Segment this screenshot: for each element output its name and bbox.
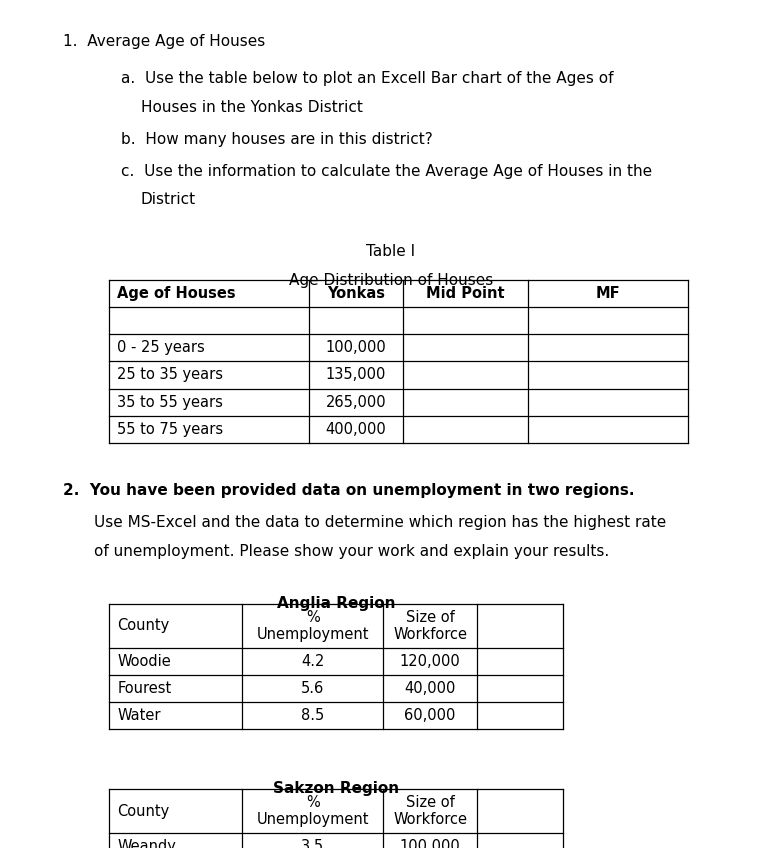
Text: 100,000: 100,000	[325, 340, 386, 355]
Text: Weandy: Weandy	[117, 839, 176, 848]
Text: Yonkas: Yonkas	[327, 286, 385, 301]
Text: Mid Point: Mid Point	[426, 286, 504, 301]
Text: Anglia Region: Anglia Region	[277, 595, 396, 611]
Text: 4.2: 4.2	[301, 654, 325, 668]
Text: Size of
Workforce: Size of Workforce	[393, 610, 467, 642]
Text: 60,000: 60,000	[404, 708, 456, 722]
Text: %
Unemployment: % Unemployment	[256, 795, 369, 828]
Text: 120,000: 120,000	[400, 654, 461, 668]
Text: Size of
Workforce: Size of Workforce	[393, 795, 467, 828]
Text: District: District	[141, 192, 196, 208]
Text: MF: MF	[596, 286, 620, 301]
Text: 40,000: 40,000	[404, 681, 456, 695]
Text: 135,000: 135,000	[325, 367, 386, 382]
Text: Fourest: Fourest	[117, 681, 171, 695]
Text: 0 - 25 years: 0 - 25 years	[117, 340, 205, 355]
Text: Age of Houses: Age of Houses	[117, 286, 236, 301]
Text: Woodie: Woodie	[117, 654, 171, 668]
Text: 3.5: 3.5	[301, 839, 325, 848]
Text: Houses in the Yonkas District: Houses in the Yonkas District	[141, 100, 363, 115]
Text: of unemployment. Please show your work and explain your results.: of unemployment. Please show your work a…	[94, 544, 609, 559]
Text: Sakzon Region: Sakzon Region	[273, 781, 400, 795]
Text: Age Distribution of Houses: Age Distribution of Houses	[289, 273, 493, 288]
Text: Water: Water	[117, 708, 161, 722]
Text: Table I: Table I	[367, 244, 415, 259]
Text: County: County	[117, 804, 170, 818]
Text: County: County	[117, 618, 170, 633]
Text: 2.  You have been provided data on unemployment in two regions.: 2. You have been provided data on unempl…	[63, 483, 634, 498]
Text: 400,000: 400,000	[325, 421, 386, 437]
Text: 35 to 55 years: 35 to 55 years	[117, 394, 223, 410]
Text: a.  Use the table below to plot an Excell Bar chart of the Ages of: a. Use the table below to plot an Excell…	[121, 71, 614, 86]
Text: c.  Use the information to calculate the Average Age of Houses in the: c. Use the information to calculate the …	[121, 164, 652, 179]
Text: b.  How many houses are in this district?: b. How many houses are in this district?	[121, 132, 433, 147]
Text: 1.  Average Age of Houses: 1. Average Age of Houses	[63, 34, 265, 49]
Text: 25 to 35 years: 25 to 35 years	[117, 367, 224, 382]
Text: 100,000: 100,000	[400, 839, 461, 848]
Text: 265,000: 265,000	[325, 394, 386, 410]
Text: Use MS-Excel and the data to determine which region has the highest rate: Use MS-Excel and the data to determine w…	[94, 515, 666, 530]
Text: 5.6: 5.6	[301, 681, 325, 695]
Text: %
Unemployment: % Unemployment	[256, 610, 369, 642]
Text: 8.5: 8.5	[301, 708, 325, 722]
Text: 55 to 75 years: 55 to 75 years	[117, 421, 224, 437]
